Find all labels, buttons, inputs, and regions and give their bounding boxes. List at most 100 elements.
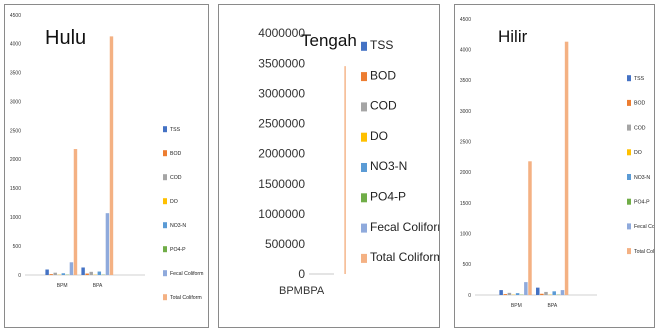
legend-label: PO4-P	[170, 247, 186, 253]
legend-label: COD	[634, 125, 646, 131]
legend-swatch	[163, 198, 167, 204]
legend-label: COD	[170, 175, 182, 181]
x-category-label: BPA	[303, 285, 325, 297]
y-tick-label: 0	[468, 293, 471, 299]
legend-label: BOD	[634, 101, 645, 107]
x-category-label: BPA	[548, 303, 558, 309]
bar	[561, 290, 564, 295]
legend-label: TSS	[634, 76, 645, 82]
bar	[344, 66, 345, 274]
legend-label: PO4-P	[634, 200, 650, 206]
legend-swatch	[361, 133, 367, 142]
y-tick-label: 2000	[460, 170, 471, 176]
bar	[540, 294, 543, 295]
legend-label: Fecal Coliform	[634, 224, 655, 230]
legend-label: Total Coliform	[170, 295, 202, 301]
y-tick-label: 1500000	[258, 177, 305, 191]
legend-swatch	[163, 270, 167, 276]
bar	[45, 270, 48, 275]
bar	[565, 42, 568, 295]
legend-label: Fecal Coliform	[370, 220, 440, 234]
bar	[90, 272, 93, 275]
bar	[74, 149, 77, 275]
y-tick-label: 1000	[460, 231, 471, 237]
y-tick-label: 1000000	[258, 207, 305, 221]
bar	[81, 267, 84, 275]
bar	[106, 213, 109, 275]
legend-label: COD	[370, 99, 397, 113]
legend-swatch	[361, 72, 367, 81]
legend-label: NO3-N	[634, 175, 650, 181]
y-tick-label: 3000	[10, 99, 21, 105]
chart-canvas-tengah: 0 500000 1000000 1500000 2000000 2500000 30000…	[219, 5, 440, 328]
chart-title: Tengah	[301, 31, 357, 51]
legend-swatch	[361, 42, 367, 51]
chart-canvas-hulu: 0 500 1000 1500 2000 2500 3000 3500 4000 4500 BPM B…	[5, 5, 209, 328]
legend-swatch	[361, 193, 367, 202]
legend-label: DO	[634, 150, 642, 156]
chart-canvas-hilir: 0 500 1000 1500 2000 2500 3000 3500 4000 4500 BPM B…	[455, 5, 655, 328]
legend-swatch	[163, 174, 167, 180]
legend-swatch	[163, 222, 167, 228]
legend-swatch	[627, 174, 631, 180]
legend-label: NO3-N	[370, 159, 407, 173]
bar	[70, 262, 73, 275]
legend-swatch	[627, 248, 631, 254]
y-tick-label: 2000	[10, 157, 21, 163]
chart-panel-hilir: 0 500 1000 1500 2000 2500 3000 3500 4000 4500 BPM B…	[454, 4, 655, 328]
y-tick-label: 1500	[460, 201, 471, 207]
y-tick-label: 2000000	[258, 147, 305, 161]
chart-title: Hulu	[45, 27, 86, 50]
y-tick-label: 0	[298, 267, 305, 281]
y-tick-label: 500	[463, 262, 472, 268]
bar	[516, 293, 519, 295]
bar	[552, 291, 555, 295]
legend-swatch	[361, 254, 367, 263]
legend-swatch	[627, 149, 631, 155]
y-tick-label: 3500000	[258, 56, 305, 70]
legend-swatch	[627, 125, 631, 131]
legend-swatch	[627, 223, 631, 229]
bar	[54, 273, 57, 275]
legend-label: BOD	[170, 151, 181, 157]
bar	[544, 292, 547, 295]
y-tick-label: 3000	[460, 109, 471, 115]
bar	[508, 293, 511, 295]
x-category-label: BPM	[511, 303, 522, 309]
y-tick-label: 4000	[10, 42, 21, 48]
y-tick-label: 4500	[460, 17, 471, 23]
legend-label: BOD	[370, 68, 396, 82]
bar	[110, 36, 113, 275]
legend-swatch	[361, 224, 367, 233]
bar	[528, 161, 531, 295]
y-tick-label: 4000	[460, 47, 471, 53]
legend-swatch	[163, 150, 167, 156]
legend-swatch	[627, 75, 631, 81]
bar	[499, 290, 502, 295]
legend-label: DO	[370, 129, 388, 143]
y-tick-label: 2500000	[258, 117, 305, 131]
legend-swatch	[361, 102, 367, 111]
y-tick-label: 1500	[10, 186, 21, 192]
y-tick-label: 3500	[460, 78, 471, 84]
y-tick-label: 0	[18, 273, 21, 279]
bar	[62, 273, 65, 275]
legend-label: PO4-P	[370, 190, 406, 204]
legend-label: TSS	[370, 38, 393, 52]
x-category-label: BPM	[57, 283, 68, 289]
legend-swatch	[361, 163, 367, 172]
legend-swatch	[163, 126, 167, 132]
legend-swatch	[163, 246, 167, 252]
legend-label: TSS	[170, 127, 181, 133]
bar	[504, 294, 507, 295]
legend-label: DO	[170, 199, 178, 205]
y-tick-label: 4500	[10, 13, 21, 19]
legend-label: Total Coliform	[370, 250, 440, 264]
y-tick-label: 3000000	[258, 86, 305, 100]
chart-panel-tengah: 0 500000 1000000 1500000 2000000 2500000 30000…	[218, 4, 440, 328]
y-tick-label: 500	[13, 244, 22, 250]
bar	[49, 274, 52, 275]
chart-title: Hilir	[498, 27, 527, 47]
y-tick-label: 3500	[10, 71, 21, 77]
x-category-label: BPM	[279, 285, 303, 297]
